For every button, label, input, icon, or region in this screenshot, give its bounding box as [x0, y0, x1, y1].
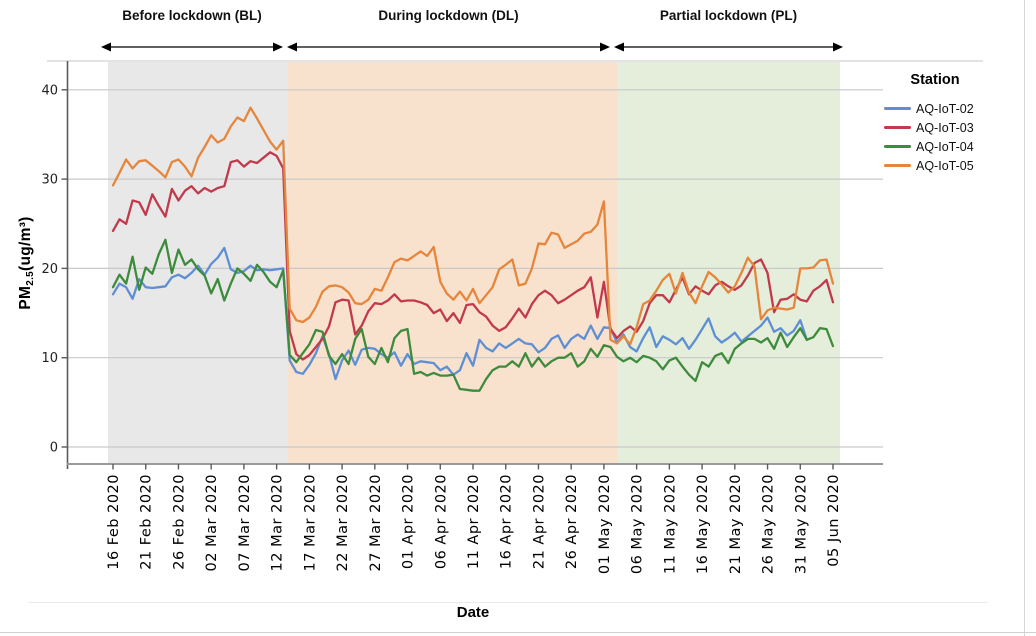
arrowhead-right-icon [600, 42, 610, 52]
x-tick-label: 02 Mar 2020 [204, 474, 220, 571]
x-tick-label: 27 Mar 2020 [368, 474, 384, 571]
y-tick-label: 10 [41, 351, 58, 366]
y-tick-label: 40 [41, 83, 58, 98]
x-tick-label: 16 Feb 2020 [106, 474, 122, 570]
legend-entry-label: AQ-IoT-04 [916, 139, 974, 154]
legend-entry-label: AQ-IoT-03 [916, 120, 974, 135]
x-tick-label: 21 Feb 2020 [139, 474, 155, 570]
band-2 [617, 62, 840, 464]
line-AQ-IoT-05 [111, 106, 835, 346]
arrowhead-left-icon [101, 42, 111, 52]
period-arrows [101, 42, 843, 52]
region-label-during-lockdown: During lockdown (DL) [378, 8, 519, 23]
region-label-partial-lockdown: Partial lockdown (PL) [659, 8, 798, 23]
legend-entry-label: AQ-IoT-02 [916, 101, 974, 116]
region-label-before-lockdown: Before lockdown (BL) [122, 8, 262, 23]
y-tick-label: 30 [41, 173, 58, 188]
x-tick-label: 16 May 2020 [695, 474, 711, 574]
figure-bottom-rule [28, 602, 988, 603]
x-tick-label: 07 Mar 2020 [237, 474, 253, 571]
legend-title: Station [910, 72, 960, 88]
x-tick-label: 21 May 2020 [728, 474, 744, 574]
legend-entry: AQ-IoT-04 [884, 137, 1034, 156]
arrowhead-right-icon [273, 42, 283, 52]
x-tick-label: 21 Apr 2020 [531, 474, 547, 569]
x-tick-label: 05 Jun 2020 [826, 474, 842, 567]
x-tick-label: 11 May 2020 [662, 474, 678, 574]
y-axis-title-main: PM [17, 285, 34, 310]
arrowhead-left-icon [614, 42, 624, 52]
y-tick-label: 20 [41, 262, 58, 277]
arrowhead-right-icon [833, 42, 843, 52]
page-edge-right [1024, 0, 1025, 636]
y-axis-title-unit: (ug/m³) [17, 216, 34, 271]
y-axis-title-subscript: 2.5 [25, 270, 36, 286]
legend-entry: AQ-IoT-02 [884, 99, 1034, 118]
page-edge-bottom [0, 632, 1036, 633]
x-tick-label: 06 Apr 2020 [433, 474, 449, 569]
line-AQ-IoT-03 [111, 151, 835, 361]
x-tick-label: 01 Apr 2020 [401, 474, 417, 569]
x-tick-label: 26 Apr 2020 [564, 474, 580, 569]
legend: Station AQ-IoT-02 AQ-IoT-03 AQ-IoT-04 AQ-Io… [884, 72, 1034, 175]
legend-entry: AQ-IoT-03 [884, 118, 1034, 137]
x-tick-label: 12 Mar 2020 [270, 474, 286, 571]
line-AQ-IoT-02 [111, 246, 808, 381]
y-axis-title: PM2.5(ug/m³) [17, 153, 39, 373]
series-lines [111, 106, 835, 392]
x-tick-label: 17 Mar 2020 [302, 474, 318, 571]
y-tick-label: 0 [50, 441, 58, 456]
x-tick-label: 22 Mar 2020 [335, 474, 351, 571]
legend-rows: AQ-IoT-02 AQ-IoT-03 AQ-IoT-04 AQ-IoT-05 [884, 99, 1034, 175]
axes [66, 61, 883, 469]
legend-swatch-icon [884, 163, 911, 168]
legend-swatch-icon [884, 106, 911, 111]
x-axis-ticks: 16 Feb 2020 21 Feb 2020 26 Feb 2020 02 Mar … [106, 464, 842, 574]
x-tick-label: 06 May 2020 [630, 474, 646, 574]
x-tick-label: 16 Apr 2020 [499, 474, 515, 569]
x-tick-label: 01 May 2020 [597, 474, 613, 574]
legend-swatch-icon [884, 125, 911, 130]
band-0 [108, 62, 288, 464]
line-AQ-IoT-04 [111, 238, 835, 392]
y-axis-ticks: 0 10 20 30 40 [41, 83, 68, 456]
x-tick-label: 26 Feb 2020 [171, 474, 187, 570]
legend-entry: AQ-IoT-05 [884, 156, 1034, 175]
legend-swatch-icon [884, 144, 911, 149]
band-1 [288, 62, 617, 464]
arrowhead-left-icon [287, 42, 297, 52]
legend-entry-label: AQ-IoT-05 [916, 158, 974, 173]
lockdown-period-bands [108, 62, 840, 464]
x-tick-label: 26 May 2020 [761, 474, 777, 574]
x-tick-label: 31 May 2020 [793, 474, 809, 574]
x-axis-title: Date [456, 604, 490, 621]
x-tick-label: 11 Apr 2020 [466, 474, 482, 569]
